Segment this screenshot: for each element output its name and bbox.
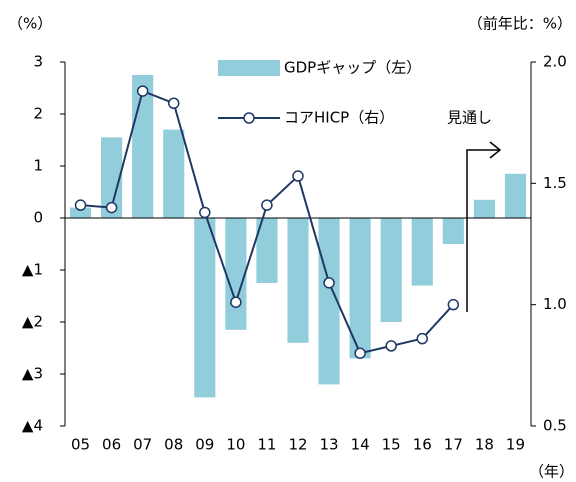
y-tick-label: 0 — [33, 209, 43, 227]
line-marker — [136, 85, 149, 97]
line-marker — [105, 201, 118, 214]
x-tick-label: 08 — [164, 436, 183, 454]
x-tick-label: 19 — [506, 436, 525, 454]
x-tick-label: 18 — [475, 436, 494, 454]
y2-tick-label: 1.5 — [543, 174, 567, 192]
x-axis-label: （年） — [529, 463, 574, 481]
bar — [194, 218, 216, 398]
legend-label: コアHICP（右） — [284, 109, 394, 127]
y-tick-label: 3 — [33, 53, 43, 71]
bar — [504, 173, 527, 218]
line-marker — [199, 206, 211, 219]
y-tick-label: ▲4 — [22, 417, 43, 435]
line-marker — [230, 296, 242, 308]
y-tick-label: ▲1 — [22, 261, 43, 279]
line-marker — [292, 170, 304, 182]
x-tick-label: 14 — [351, 436, 370, 454]
x-tick-label: 17 — [444, 436, 463, 454]
y-axis-label: （%） — [8, 15, 52, 33]
x-tick-label: 16 — [413, 436, 432, 454]
y-tick-label: ▲2 — [22, 313, 43, 331]
bar — [473, 199, 495, 218]
x-tick-label: 11 — [257, 436, 276, 454]
line-marker — [447, 298, 460, 311]
line-marker — [74, 199, 87, 211]
y2-tick-label: 1.0 — [543, 295, 567, 313]
bar — [69, 207, 92, 218]
y2-axis-label: （前年比：%） — [468, 15, 572, 33]
bar — [318, 218, 340, 385]
bar — [349, 218, 371, 359]
forecast-arrow — [466, 141, 502, 312]
line-marker — [354, 347, 366, 359]
bar — [442, 218, 464, 244]
line-marker — [323, 277, 335, 289]
bar — [163, 129, 185, 218]
forecast-label: 見通し — [447, 109, 492, 127]
bar — [256, 218, 278, 283]
bar — [380, 218, 402, 322]
bar — [411, 218, 433, 286]
bar — [287, 218, 309, 343]
x-tick-label: 05 — [71, 436, 90, 454]
legend-label: GDPギャップ（左） — [284, 59, 421, 77]
y-tick-label: ▲3 — [22, 365, 43, 383]
x-tick-label: 12 — [288, 436, 307, 454]
y2-tick-label: 2.0 — [543, 53, 567, 71]
x-tick-label: 07 — [133, 436, 152, 454]
x-tick-label: 09 — [195, 436, 214, 454]
line-marker — [416, 332, 429, 345]
y2-tick-label: 0.5 — [543, 417, 567, 435]
x-tick-label: 13 — [320, 436, 339, 454]
legend-swatch — [218, 60, 280, 76]
line-marker — [261, 199, 273, 211]
x-tick-label: 06 — [102, 436, 121, 454]
line-marker — [385, 340, 397, 352]
legend-marker — [243, 112, 255, 124]
x-tick-label: 10 — [226, 436, 245, 454]
x-tick-label: 15 — [382, 436, 401, 454]
y-tick-label: 1 — [33, 157, 43, 175]
y-tick-label: 2 — [33, 105, 43, 123]
bar — [101, 137, 123, 218]
line-marker — [167, 97, 180, 110]
bar — [225, 218, 247, 330]
